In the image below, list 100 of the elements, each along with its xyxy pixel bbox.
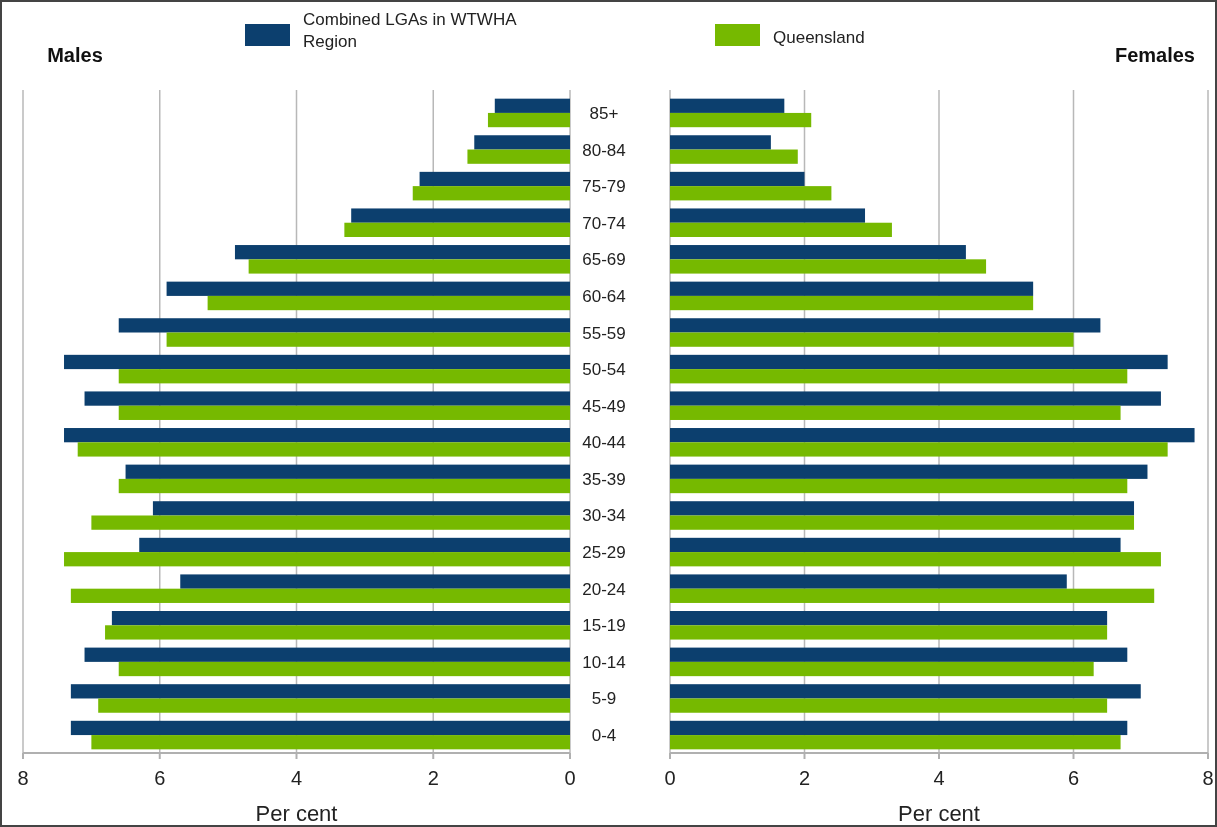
bar [670, 684, 1141, 699]
bar [670, 98, 785, 113]
bar [670, 391, 1161, 406]
legend-label: Queensland [773, 28, 865, 47]
bar [670, 135, 771, 150]
bar [670, 318, 1101, 333]
bar [670, 259, 987, 274]
bar [111, 611, 570, 626]
bar [105, 625, 570, 640]
y-tick-label: 75-79 [582, 177, 626, 197]
bar [670, 625, 1108, 640]
bar [70, 720, 570, 736]
x-axis-title: Per cent [255, 801, 338, 826]
y-tick-label: 20-24 [582, 579, 626, 599]
y-tick-label: 60-64 [582, 286, 626, 306]
bar [344, 222, 570, 237]
bar [487, 112, 570, 128]
bar [84, 391, 570, 406]
bar [248, 259, 570, 274]
bar [670, 222, 892, 237]
bar [670, 208, 866, 223]
y-tick-label: 30-34 [582, 506, 626, 526]
bar [77, 442, 570, 457]
bar [670, 574, 1067, 589]
bar [670, 171, 805, 187]
bar [91, 735, 570, 750]
y-tick-label: 85+ [589, 103, 619, 123]
y-tick-label: 45-49 [582, 396, 626, 416]
bar [98, 698, 570, 713]
bar [670, 537, 1121, 553]
bar [670, 515, 1135, 530]
x-tick-label: 0 [564, 767, 576, 789]
bar [670, 720, 1128, 736]
x-tick-label: 2 [427, 767, 439, 789]
bar [467, 149, 570, 164]
x-tick-label: 4 [290, 767, 303, 789]
bar [118, 405, 570, 420]
y-tick-label: 25-29 [582, 543, 626, 563]
x-tick-label: 2 [798, 767, 811, 789]
bar [64, 552, 570, 567]
bar [166, 332, 570, 347]
bar [64, 354, 570, 370]
bar [118, 478, 570, 494]
y-tick-label: 5-9 [591, 689, 617, 709]
bar [670, 186, 832, 201]
bar [152, 501, 570, 516]
chart-title: Males [47, 44, 103, 66]
x-tick-label: 0 [664, 767, 676, 789]
y-tick-label: 70-74 [582, 213, 626, 233]
bar [670, 112, 812, 128]
bar [670, 428, 1195, 443]
bar [670, 478, 1128, 494]
bar [670, 661, 1094, 677]
bar [70, 684, 570, 699]
y-tick-label: 50-54 [582, 360, 626, 380]
bar [670, 354, 1168, 370]
bar [670, 611, 1108, 626]
bar [670, 149, 798, 164]
bar [474, 135, 570, 150]
y-tick-label: 55-59 [582, 323, 626, 343]
bar [118, 661, 570, 677]
x-tick-label: 6 [154, 767, 166, 789]
bar [207, 295, 570, 311]
x-tick-label: 6 [1067, 767, 1080, 789]
bar [125, 464, 570, 479]
x-axis-title: Per cent [898, 801, 980, 826]
bar [118, 369, 570, 384]
bar [91, 515, 570, 530]
bar [670, 369, 1128, 384]
y-tick-label: 10-14 [582, 652, 626, 672]
bar [670, 442, 1168, 457]
bar [670, 735, 1121, 750]
y-tick-label: 80-84 [582, 140, 626, 160]
bar [70, 588, 570, 603]
bar [670, 332, 1074, 347]
bar [234, 245, 570, 260]
y-tick-label: 35-39 [582, 469, 626, 489]
bar [419, 171, 570, 187]
bar [412, 186, 570, 201]
bar [670, 647, 1128, 662]
bar [84, 647, 570, 662]
bar [139, 537, 570, 553]
bar [180, 574, 570, 589]
x-tick-label: 4 [933, 767, 945, 789]
bar [670, 464, 1148, 479]
x-tick-label: 8 [17, 767, 29, 789]
bar [670, 405, 1121, 420]
chart-title: Females [1114, 44, 1195, 66]
y-tick-label: 65-69 [582, 250, 626, 270]
y-tick-label: 0-4 [591, 726, 617, 746]
bar [118, 318, 570, 333]
y-tick-label: 15-19 [582, 616, 626, 636]
bar [670, 588, 1155, 603]
bar [670, 698, 1108, 713]
bar [494, 98, 570, 113]
bar [351, 208, 570, 223]
legend-label: Combined LGAs in WTWHA Region [303, 10, 518, 51]
x-tick-label: 8 [1202, 767, 1214, 789]
bar [64, 428, 570, 443]
y-tick-label: 40-44 [582, 433, 626, 453]
